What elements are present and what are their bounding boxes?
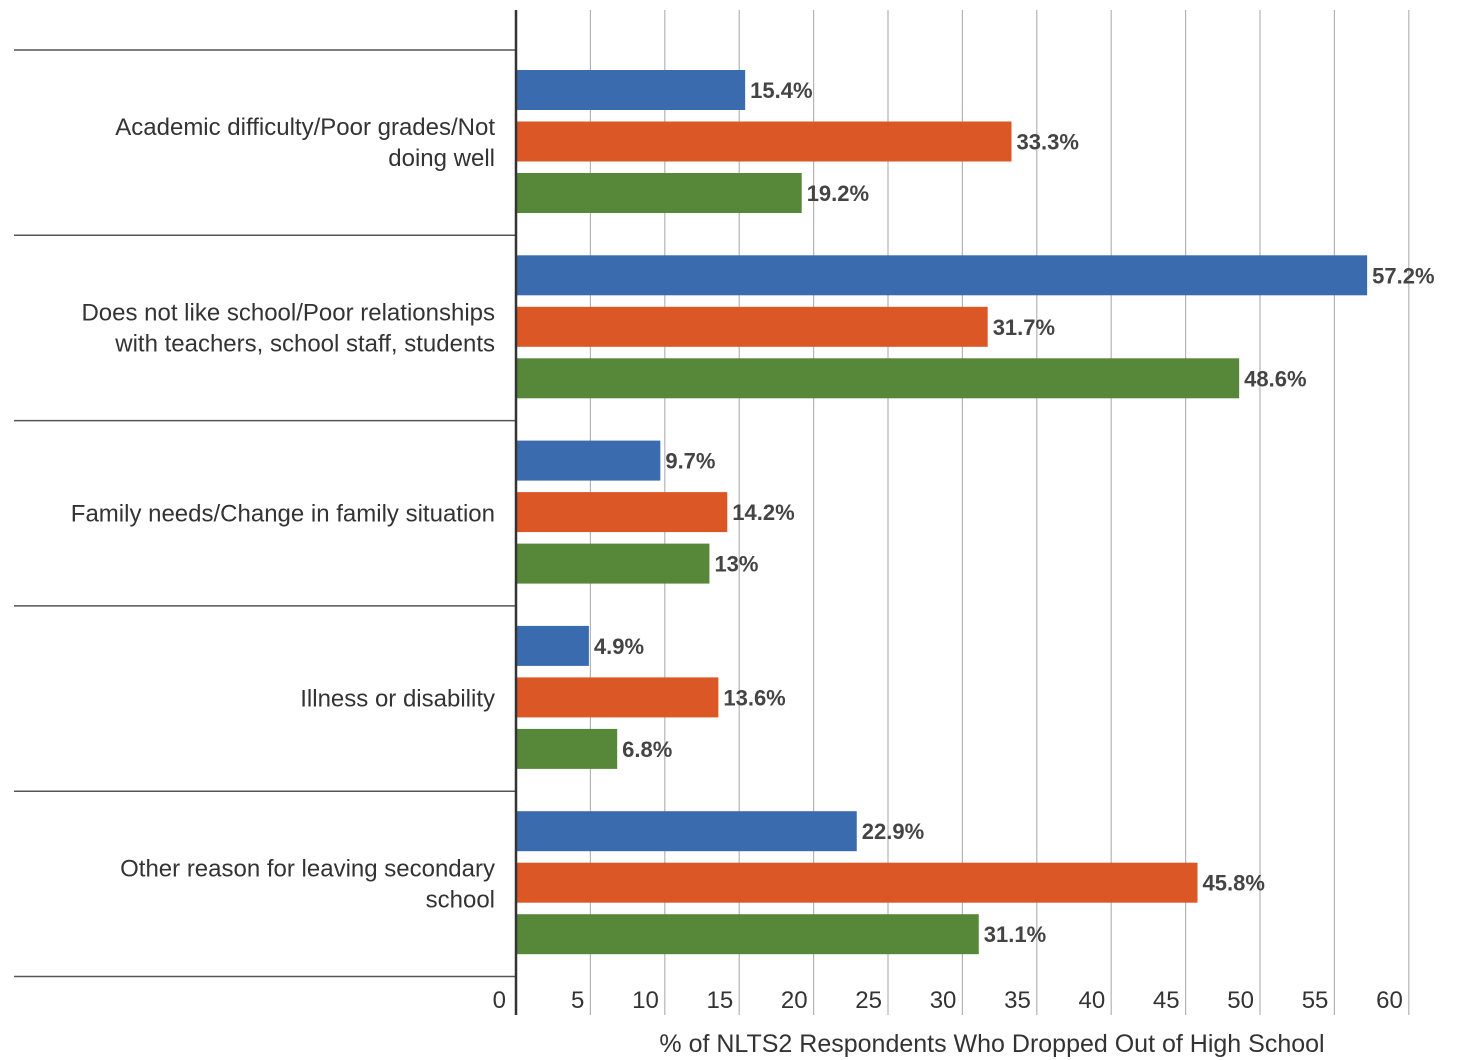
bar bbox=[517, 306, 988, 347]
value-label: 9.7% bbox=[665, 449, 715, 474]
bar bbox=[517, 543, 710, 584]
bar bbox=[517, 440, 661, 481]
bar bbox=[517, 358, 1240, 399]
value-label: 4.9% bbox=[594, 634, 644, 659]
value-label: 19.2% bbox=[807, 181, 869, 206]
bar bbox=[517, 728, 618, 769]
x-tick-label: 40 bbox=[1078, 987, 1105, 1014]
x-tick-label: 5 bbox=[571, 987, 584, 1014]
x-tick-label: 20 bbox=[781, 987, 808, 1014]
x-tick-label: 10 bbox=[632, 987, 659, 1014]
value-label: 57.2% bbox=[1372, 263, 1434, 288]
x-tick-label: 50 bbox=[1227, 987, 1254, 1014]
x-tick-label: 30 bbox=[930, 987, 957, 1014]
bar bbox=[517, 255, 1368, 296]
category-label: doing well bbox=[388, 145, 495, 172]
bar bbox=[517, 121, 1012, 162]
bar bbox=[517, 862, 1198, 903]
bar bbox=[517, 914, 979, 955]
x-axis-title: % of NLTS2 Respondents Who Dropped Out o… bbox=[659, 1030, 1324, 1058]
value-label: 13.6% bbox=[723, 685, 785, 710]
bar bbox=[517, 173, 802, 213]
bar bbox=[517, 677, 719, 718]
bars bbox=[517, 70, 1368, 955]
x-tick-label: 25 bbox=[855, 987, 882, 1014]
value-label: 48.6% bbox=[1244, 366, 1306, 391]
value-label: 33.3% bbox=[1017, 130, 1079, 155]
x-tick-label: 60 bbox=[1376, 987, 1403, 1014]
category-labels: Academic difficulty/Poor grades/Not doing… bbox=[71, 114, 496, 913]
bar bbox=[517, 811, 857, 852]
bar bbox=[517, 70, 746, 110]
x-tick-label: 45 bbox=[1153, 987, 1180, 1014]
category-label: Illness or disability bbox=[300, 686, 495, 713]
value-label: 22.9% bbox=[862, 819, 924, 844]
value-label: 14.2% bbox=[732, 500, 794, 525]
x-tick-label: 0 bbox=[493, 987, 506, 1014]
category-label: with teachers, school staff, students bbox=[114, 330, 495, 357]
value-label: 6.8% bbox=[622, 737, 672, 762]
value-label: 15.4% bbox=[750, 78, 812, 103]
bar bbox=[517, 492, 728, 533]
category-separators bbox=[14, 49, 516, 978]
value-label: 13% bbox=[714, 552, 758, 577]
category-label: Other reason for leaving secondary bbox=[120, 855, 495, 882]
bar bbox=[517, 625, 589, 666]
x-tick-label: 15 bbox=[706, 987, 733, 1014]
category-label: Family needs/Change in family situation bbox=[71, 500, 495, 527]
category-label: Does not like school/Poor relationships bbox=[81, 299, 495, 326]
value-label: 31.1% bbox=[984, 922, 1046, 947]
x-tick-label: 35 bbox=[1004, 987, 1031, 1014]
x-tick-label: 55 bbox=[1302, 987, 1329, 1014]
category-label: school bbox=[426, 886, 495, 913]
category-label: Academic difficulty/Poor grades/Not bbox=[115, 114, 495, 141]
value-label: 45.8% bbox=[1203, 871, 1265, 896]
value-labels: 15.4% 33.3% 19.2% 57.2% 31.7% 48.6% 9.7% 14.2% 1… bbox=[594, 78, 1435, 947]
value-label: 31.7% bbox=[993, 315, 1055, 340]
x-tick-labels: 0 5 10 15 20 25 30 35 40 45 50 55 60 bbox=[493, 987, 1403, 1014]
